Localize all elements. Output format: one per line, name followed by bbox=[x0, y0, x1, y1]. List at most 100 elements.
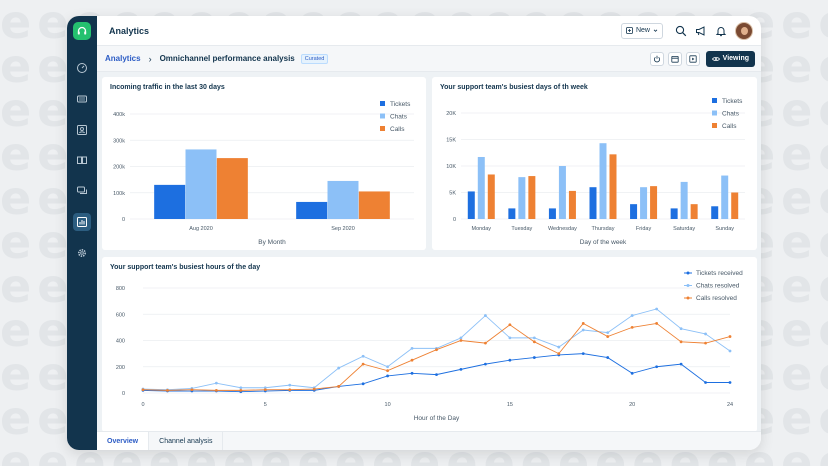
dashboard-content: Incoming traffic in the last 30 days 0 10… bbox=[97, 72, 761, 432]
x-axis-label: Day of the week bbox=[580, 239, 627, 246]
app-window: Analytics New Analytics › Omnichannel pe… bbox=[67, 16, 761, 450]
y-tick-label: 200 bbox=[116, 365, 125, 371]
point-chats-resolved bbox=[581, 328, 585, 332]
legend-label-chats: Chats bbox=[390, 114, 408, 121]
breadcrumb-separator: › bbox=[148, 53, 152, 64]
point-chats-resolved bbox=[606, 331, 610, 335]
point-calls-resolved bbox=[655, 322, 659, 325]
point-calls-resolved bbox=[435, 348, 438, 352]
legend-swatch bbox=[712, 98, 717, 103]
point-chats-resolved bbox=[337, 366, 341, 370]
point-calls-resolved bbox=[312, 387, 316, 391]
legend-swatch bbox=[380, 101, 385, 106]
new-button[interactable]: New bbox=[620, 22, 663, 39]
viewing-button-label: Viewing bbox=[722, 55, 749, 62]
y-tick-label: 15K bbox=[446, 138, 456, 144]
sidebar-item-conversations[interactable] bbox=[73, 182, 91, 200]
bar-calls bbox=[731, 192, 739, 219]
bar-chats bbox=[518, 177, 526, 219]
point-chats-resolved bbox=[214, 381, 218, 385]
legend-marker bbox=[686, 284, 690, 287]
sidebar-item-analytics[interactable] bbox=[73, 213, 91, 231]
point-tickets-received bbox=[655, 365, 659, 369]
book-icon bbox=[77, 156, 87, 164]
hourly-line-chart: 0 200 400 600 800 0 5 10 15 20 24 Hour of the Day Ti… bbox=[116, 270, 743, 422]
legend-label-tickets-received: Tickets received bbox=[696, 270, 743, 277]
x-tick-label: Friday bbox=[636, 226, 652, 232]
point-chats-resolved bbox=[728, 349, 732, 353]
analytics-icon bbox=[77, 217, 87, 227]
present-button[interactable] bbox=[685, 51, 700, 66]
y-tick-label: 400k bbox=[113, 112, 125, 118]
tab-channel-analysis[interactable]: Channel analysis bbox=[149, 432, 224, 450]
point-tickets-received bbox=[484, 362, 487, 366]
bar-calls bbox=[358, 191, 390, 219]
viewing-button[interactable]: Viewing bbox=[705, 50, 755, 67]
sidebar-item-knowledge-base[interactable] bbox=[73, 151, 91, 169]
play-icon bbox=[689, 54, 697, 63]
point-calls-resolved bbox=[679, 340, 683, 344]
legend-swatch bbox=[712, 123, 717, 128]
bar-tickets bbox=[670, 208, 678, 219]
bar-chats bbox=[477, 156, 485, 219]
y-tick-label: 800 bbox=[116, 286, 125, 292]
x-tick-label: 10 bbox=[385, 402, 391, 408]
announcements-button[interactable] bbox=[695, 25, 707, 37]
point-calls-resolved bbox=[386, 369, 389, 373]
app-logo[interactable] bbox=[73, 22, 91, 40]
bar-calls bbox=[216, 158, 248, 219]
breadcrumb: Analytics › Omnichannel performance anal… bbox=[97, 46, 761, 72]
point-calls-resolved bbox=[263, 388, 267, 392]
point-tickets-received bbox=[679, 362, 683, 366]
point-calls-resolved bbox=[508, 323, 512, 327]
point-tickets-received bbox=[386, 374, 389, 378]
legend-label-chats: Chats bbox=[722, 111, 740, 118]
point-calls-resolved bbox=[141, 388, 145, 392]
legend-marker bbox=[686, 296, 690, 300]
x-tick-label: Sunday bbox=[715, 226, 734, 232]
bar-calls bbox=[487, 174, 495, 219]
calendar-icon bbox=[671, 55, 679, 63]
point-chats-resolved bbox=[263, 386, 267, 390]
point-chats-resolved bbox=[239, 386, 243, 390]
x-tick-label: 5 bbox=[264, 402, 267, 408]
breadcrumb-analytics-link[interactable]: Analytics bbox=[105, 54, 141, 63]
sidebar-item-settings[interactable] bbox=[73, 244, 91, 262]
sidebar-item-dashboard[interactable] bbox=[73, 59, 91, 77]
power-button[interactable] bbox=[649, 51, 664, 66]
tab-overview[interactable]: Overview bbox=[97, 432, 150, 450]
hourly-chart-title: Your support team's busiest hours of the… bbox=[110, 264, 261, 271]
top-bar: Analytics New bbox=[97, 16, 761, 46]
plus-box-icon bbox=[626, 27, 633, 34]
point-chats-resolved bbox=[484, 314, 487, 317]
bar-tickets bbox=[630, 204, 638, 219]
legend-label-calls: Calls bbox=[722, 123, 737, 130]
sidebar-item-tickets[interactable] bbox=[73, 90, 91, 108]
headset-icon bbox=[77, 26, 87, 35]
legend-swatch bbox=[380, 113, 385, 119]
x-tick-label: Monday bbox=[471, 226, 491, 232]
point-calls-resolved bbox=[728, 335, 732, 338]
point-chats-resolved bbox=[288, 383, 292, 387]
bar-tickets bbox=[154, 184, 186, 219]
bar-chats bbox=[185, 149, 217, 219]
legend-label-tickets: Tickets bbox=[722, 98, 743, 105]
search-icon bbox=[675, 25, 687, 36]
bar-tickets bbox=[711, 206, 719, 219]
sidebar-item-contacts[interactable] bbox=[73, 121, 91, 139]
x-tick-label: Tuesday bbox=[511, 226, 532, 232]
schedule-button[interactable] bbox=[667, 51, 682, 66]
point-calls-resolved bbox=[166, 388, 169, 392]
contact-icon bbox=[77, 125, 87, 135]
gear-icon bbox=[77, 248, 87, 258]
avatar[interactable] bbox=[735, 21, 753, 40]
x-tick-label: Aug 2020 bbox=[189, 226, 213, 232]
megaphone-icon bbox=[696, 25, 705, 36]
notifications-button[interactable] bbox=[715, 25, 727, 37]
chevron-down-icon bbox=[653, 29, 658, 32]
x-tick-label: Saturday bbox=[673, 226, 695, 232]
app-title: Analytics bbox=[109, 25, 150, 36]
search-button[interactable] bbox=[675, 25, 687, 37]
point-chats-resolved bbox=[655, 307, 659, 311]
point-chats-resolved bbox=[410, 346, 414, 350]
